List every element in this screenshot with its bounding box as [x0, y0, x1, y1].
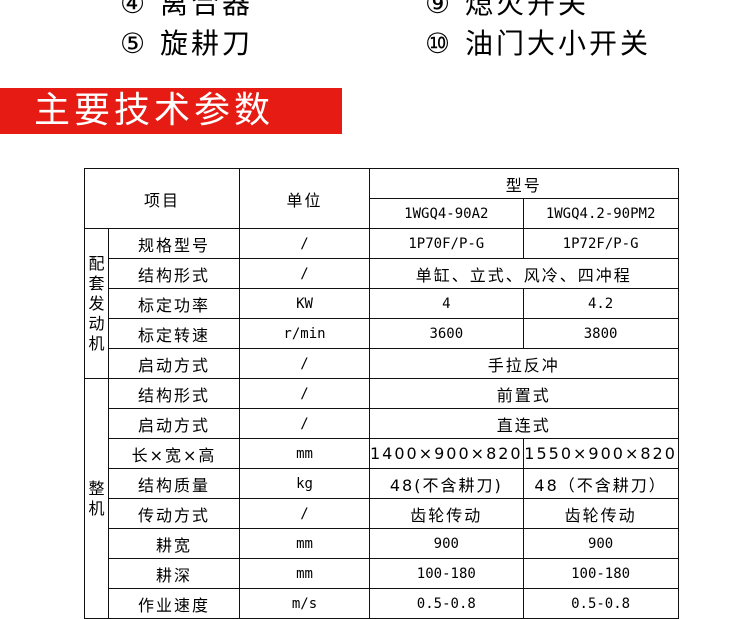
table-row: 启动方式 / 直连式: [85, 408, 679, 439]
legend-item: ⑤ 旋耕刀: [120, 27, 254, 60]
row-item: 结构形式: [108, 378, 240, 409]
row-item: 结构质量: [108, 468, 240, 499]
row-value: 100-180: [522, 558, 679, 589]
table-row: 标定转速 r/min 3600 3800: [85, 318, 679, 349]
row-value: 3800: [522, 318, 679, 349]
row-unit: /: [239, 378, 370, 409]
row-value: 3600: [369, 318, 524, 349]
row-value: 1P72F/P-G: [522, 228, 679, 259]
row-item: 启动方式: [108, 348, 240, 379]
row-unit: mm: [239, 438, 370, 469]
row-value: 单缸、立式、风冷、四冲程: [369, 258, 679, 289]
row-value: 48(不含耕刀): [369, 468, 524, 499]
row-value: 1P70F/P-G: [369, 228, 524, 259]
section-title: 主要技术参数: [34, 90, 275, 131]
header-model-name: 1WGQ4.2-90PM2: [522, 198, 679, 229]
table-row: 启动方式 / 手拉反冲: [85, 348, 679, 379]
row-value: 4.2: [522, 288, 679, 319]
table-row: 耕宽 mm 900 900: [85, 528, 679, 559]
row-item: 耕宽: [108, 528, 240, 559]
header-row: 1WGQ4-90A2 1WGQ4.2-90PM2: [85, 198, 679, 229]
table-row: 传动方式 / 齿轮传动 齿轮传动: [85, 498, 679, 529]
row-value: 100-180: [369, 558, 524, 589]
row-value: 900: [369, 528, 524, 559]
header-item: 项目: [84, 168, 240, 229]
table-row: 配套发动机 规格型号/1P70F/P-G 1P72F/P-G: [84, 228, 679, 379]
table-row: 整机 结构形式 / 前置式: [84, 378, 679, 619]
section-banner: 主要技术参数: [0, 88, 342, 134]
row-value: 4: [369, 288, 524, 319]
row-unit: mm: [239, 558, 370, 589]
row-unit: kg: [239, 468, 370, 499]
table-row: 结构形式 / 单缸、立式、风冷、四冲程: [85, 258, 679, 289]
row-item: 标定功率: [108, 288, 240, 319]
row-value: 1550×900×820: [522, 438, 679, 469]
legend-item: ⑩ 油门大小开关: [425, 27, 652, 60]
table-row: 作业速度 m/s 0.5-0.8 0.5-0.8: [85, 588, 679, 619]
row-value: 前置式: [369, 378, 679, 409]
row-value: 48（不含耕刀）: [522, 468, 679, 499]
header-model: 型号: [369, 168, 679, 199]
row-value: 手拉反冲: [369, 348, 679, 379]
row-item: 结构形式: [108, 258, 240, 289]
row-item: 标定转速: [108, 318, 240, 349]
header-row: 项目 单位 型号: [84, 168, 679, 229]
table-row: 结构质量 kg 48(不含耕刀) 48（不含耕刀）: [85, 468, 679, 499]
row-value: 900: [522, 528, 679, 559]
table-row: 长×宽×高 mm 1400×900×820 1550×900×820: [85, 438, 679, 469]
row-item: 启动方式: [108, 408, 240, 439]
row-value: 0.5-0.8: [369, 588, 524, 619]
header-model-name: 1WGQ4-90A2: [369, 198, 524, 229]
header-unit: 单位: [239, 168, 370, 229]
row-value: 1400×900×820: [369, 438, 524, 469]
row-unit: m/s: [239, 588, 370, 619]
row-item: 传动方式: [108, 498, 240, 529]
row-unit: r/min: [239, 318, 370, 349]
row-unit: /: [239, 498, 370, 529]
row-unit: /: [239, 258, 370, 289]
row-value: 0.5-0.8: [522, 588, 679, 619]
row-item: 耕深: [108, 558, 240, 589]
table-row: 耕深 mm 100-180 100-180: [85, 558, 679, 589]
group-label: 配套发动机: [84, 228, 109, 379]
row-item: 长×宽×高: [108, 438, 240, 469]
table-row: 标定功率 KW 4 4.2: [85, 288, 679, 319]
row-unit: /: [239, 348, 370, 379]
spec-table: 项目 单位 型号 1WGQ4-90A2 1WGQ4.2-90PM2 配套发动机 规格型号/1…: [84, 168, 679, 619]
legend-item: ④ 离合器: [120, 0, 254, 20]
row-value: 齿轮传动: [369, 498, 524, 529]
row-item: 规格型号: [108, 228, 240, 259]
row-value: 齿轮传动: [522, 498, 679, 529]
row-item: 作业速度: [108, 588, 240, 619]
row-unit: /: [239, 408, 370, 439]
row-value: 直连式: [369, 408, 679, 439]
row-unit: mm: [239, 528, 370, 559]
row-unit: /: [239, 228, 370, 259]
legend-item: ⑨ 熄火开关: [425, 0, 590, 20]
group-label: 整机: [84, 378, 109, 619]
row-unit: KW: [239, 288, 370, 319]
